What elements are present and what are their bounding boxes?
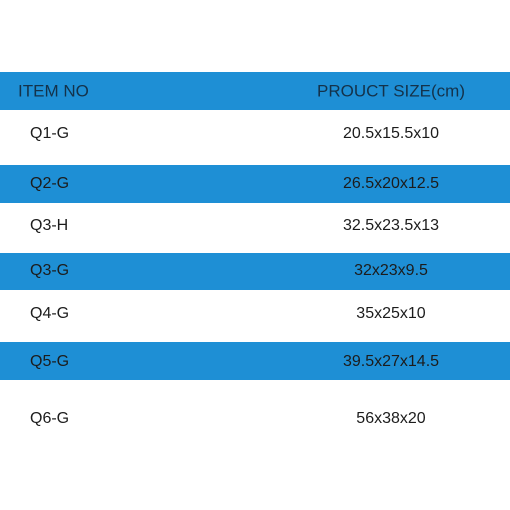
item-cell: Q2-G <box>30 175 69 192</box>
size-cell: 32x23x9.5 <box>354 262 428 279</box>
header-cell: PROUCT SIZE(cm) <box>317 81 465 100</box>
row-band <box>0 342 510 380</box>
size-cell: 39.5x27x14.5 <box>343 353 439 370</box>
header-band <box>0 72 510 110</box>
size-cell: 26.5x20x12.5 <box>343 175 439 192</box>
item-cell: Q3-H <box>30 217 68 234</box>
row-band <box>0 165 510 203</box>
item-cell: Q5-G <box>30 353 69 370</box>
header-cell: ITEM NO <box>18 81 89 100</box>
size-cell: 32.5x23.5x13 <box>343 217 439 234</box>
row-band <box>0 253 510 290</box>
item-cell: Q4-G <box>30 305 69 322</box>
item-cell: Q1-G <box>30 125 69 142</box>
size-cell: 56x38x20 <box>356 410 425 427</box>
size-cell: 20.5x15.5x10 <box>343 125 439 142</box>
size-cell: 35x25x10 <box>356 305 425 322</box>
item-cell: Q6-G <box>30 410 69 427</box>
item-cell: Q3-G <box>30 262 69 279</box>
